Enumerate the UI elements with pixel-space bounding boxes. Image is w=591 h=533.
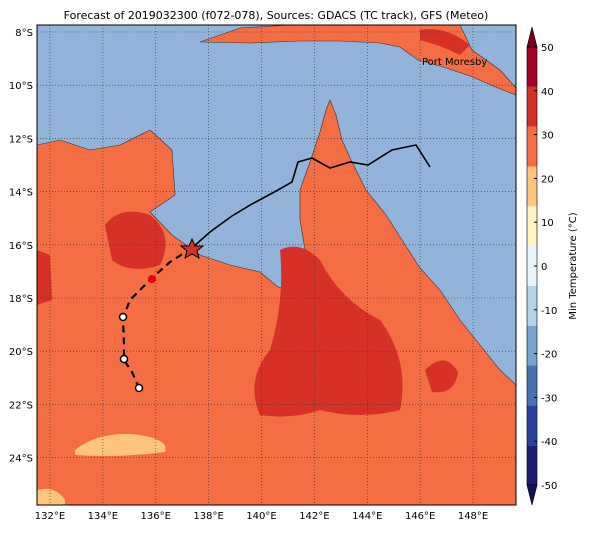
colorbar-swatch	[527, 47, 537, 87]
lat-tick-label: 12°S	[9, 134, 33, 145]
colorbar-tick-label: -20	[541, 350, 557, 361]
lon-tick-label: 146°E	[405, 511, 435, 522]
graticule	[37, 25, 516, 505]
colorbar-tick-label: 50	[541, 43, 554, 54]
warm-patch	[105, 211, 166, 269]
colorbar-tick-label: 30	[541, 131, 554, 142]
map-frame	[36, 24, 517, 506]
lon-tick-label: 142°E	[299, 511, 329, 522]
colorbar-swatch	[527, 246, 537, 286]
lon-tick-label: 148°E	[458, 511, 488, 522]
colorbar-swatch	[527, 405, 537, 446]
track-point	[148, 275, 156, 283]
cool-patch	[37, 488, 65, 505]
colorbar-swatch	[527, 86, 537, 127]
colorbar-tick-label: -50	[541, 481, 557, 492]
colorbar-tick-label: 0	[541, 262, 547, 273]
colorbar-swatch	[527, 325, 537, 366]
map: Port Moresby	[36, 24, 517, 506]
colorbar-tick-label: -10	[541, 306, 557, 317]
lat-tick-label: 22°S	[9, 400, 33, 411]
lon-tick-label: 140°E	[246, 511, 276, 522]
place-label: Port Moresby	[422, 57, 487, 68]
colorbar: -50 -40 -30 -20 -10 0 10 20 30 40 50	[526, 26, 557, 506]
track-point	[134, 383, 144, 393]
colorbar-label: Min Temperature (°C)	[568, 212, 579, 319]
colorbar-over	[526, 26, 538, 48]
colorbar-swatch	[527, 126, 537, 167]
lon-tick-label: 136°E	[141, 511, 171, 522]
lat-tick-label: 16°S	[9, 241, 33, 252]
warm-patch	[254, 246, 403, 417]
current-position	[179, 237, 205, 260]
colorbar-tick-label: 40	[541, 87, 554, 98]
colorbar-under	[526, 484, 538, 506]
lon-tick-label: 144°E	[352, 511, 382, 522]
colorbar-swatch	[527, 206, 537, 247]
colorbar-tick-label: 10	[541, 218, 554, 229]
colorbar-tick-label: -40	[541, 437, 557, 448]
track-point	[118, 312, 128, 322]
lon-tick-label: 134°E	[88, 511, 118, 522]
colorbar-swatch	[527, 166, 537, 207]
warm-patch	[420, 29, 470, 55]
colorbar-swatch	[527, 445, 537, 485]
lon-tick-label: 132°E	[35, 511, 65, 522]
colorbar-tick-label: -30	[541, 393, 557, 404]
lat-tick-label: 10°S	[9, 81, 33, 92]
lat-tick-label: 24°S	[9, 454, 33, 465]
lat-tick-label: 8°S	[15, 28, 33, 39]
lat-tick-label: 14°S	[9, 188, 33, 199]
warm-patch	[37, 250, 52, 305]
lat-tick-label: 18°S	[9, 294, 33, 305]
warm-patch	[425, 360, 458, 393]
colorbar-tick-label: 20	[541, 174, 554, 185]
lat-tick-label: 20°S	[9, 347, 33, 358]
track-point	[119, 354, 129, 364]
colorbar-swatch	[527, 285, 537, 326]
lon-tick-label: 138°E	[193, 511, 223, 522]
cool-patch	[75, 434, 166, 456]
track-observed	[191, 144, 431, 249]
colorbar-swatch	[527, 365, 537, 406]
title: Forecast of 2019032300 (f072-078), Sourc…	[64, 9, 489, 22]
